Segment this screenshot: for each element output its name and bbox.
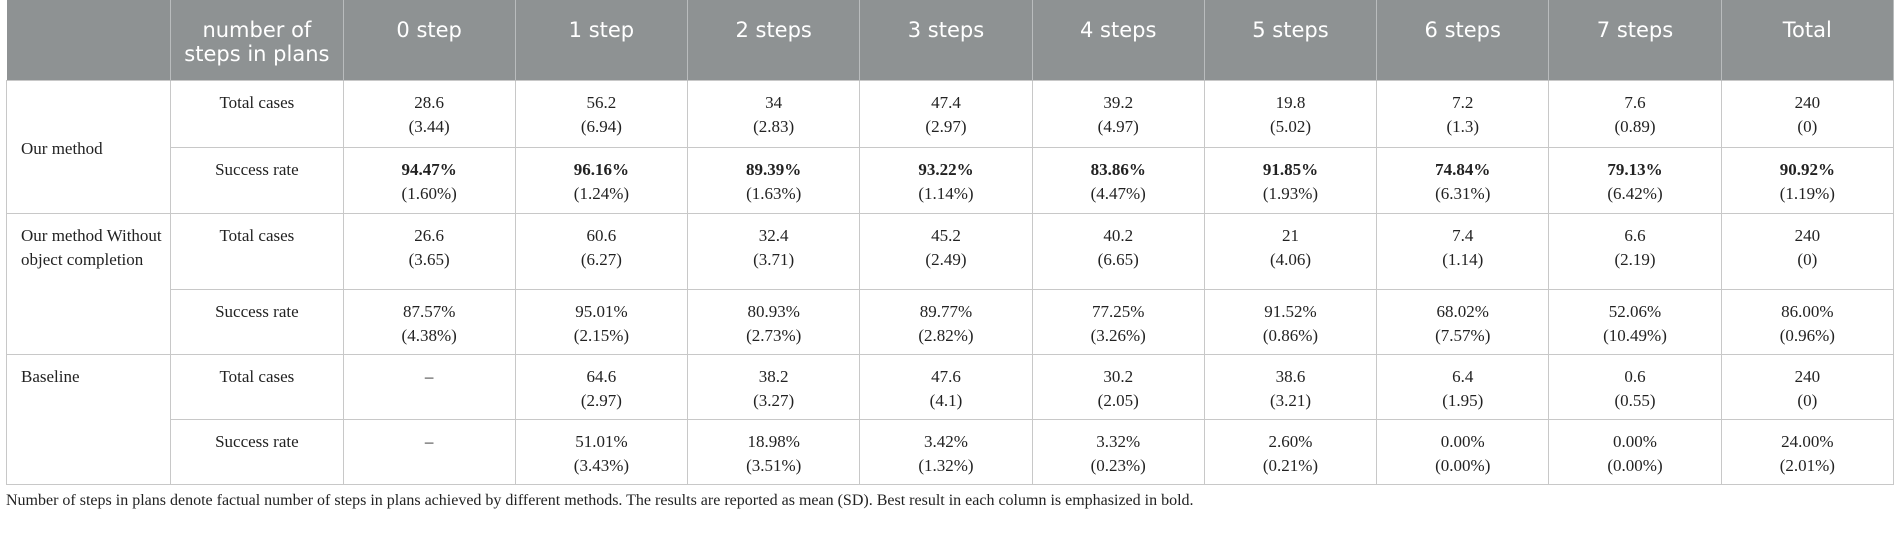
- metric-label: Success rate: [170, 418, 344, 485]
- cell: 28.6 (3.44): [342, 79, 516, 148]
- cell: 38.2 (3.27): [687, 353, 861, 420]
- table-header-row: number of steps in plans 0 step 1 step 2…: [6, 0, 1895, 80]
- cell: 0.6 (0.55): [1548, 353, 1722, 420]
- cell: 83.86% (4.47%): [1031, 146, 1205, 214]
- cell: 6.4 (1.95): [1376, 353, 1550, 420]
- cell: 26.6 (3.65): [342, 212, 516, 290]
- method-label: Baseline: [5, 353, 172, 485]
- table-row: Our method Total cases 28.6 (3.44) 56.2 (6…: [5, 79, 1895, 214]
- cell: –: [342, 418, 516, 485]
- cell: 93.22% (1.14%): [859, 146, 1033, 214]
- cell: 74.84% (6.31%): [1376, 146, 1550, 214]
- table-row: Success rate 94.47% (1.60%) 96.16% (1.24%)…: [7, 146, 1895, 214]
- cell: 7.4 (1.14): [1376, 212, 1550, 290]
- cell: 3.42% (1.32%): [859, 418, 1033, 485]
- cell: 38.6 (3.21): [1203, 353, 1378, 420]
- cell: 77.25% (3.26%): [1031, 288, 1205, 355]
- cell: 89.77% (2.82%): [859, 288, 1033, 355]
- cell: 87.57% (4.38%): [342, 288, 516, 355]
- header-steps-label: number of steps in plans: [170, 0, 344, 80]
- results-table-container: number of steps in plans 0 step 1 step 2…: [5, 0, 1895, 510]
- cell: 80.93% (2.73%): [687, 288, 861, 355]
- header-step-7: 7 steps: [1548, 0, 1722, 80]
- cell: 34 (2.83): [687, 79, 861, 148]
- cell: 3.32% (0.23%): [1031, 418, 1205, 485]
- cell: 89.39% (1.63%): [687, 146, 861, 214]
- header-step-4: 4 steps: [1031, 0, 1205, 80]
- cell: 30.2 (2.05): [1031, 353, 1205, 420]
- cell: 240 (0): [1720, 79, 1895, 148]
- cell: 86.00% (0.96%): [1720, 288, 1895, 355]
- table-footnote: Number of steps in plans denote factual …: [6, 491, 1194, 509]
- cell: 45.2 (2.49): [859, 212, 1033, 290]
- header-step-1: 1 step: [514, 0, 689, 80]
- cell: 240 (0): [1720, 353, 1895, 420]
- cell: 94.47% (1.60%): [342, 146, 516, 214]
- metric-label: Total cases: [170, 212, 344, 290]
- cell: 7.2 (1.3): [1376, 79, 1550, 148]
- results-table: number of steps in plans 0 step 1 step 2…: [5, 0, 1895, 485]
- header-step-5: 5 steps: [1203, 0, 1378, 80]
- cell: 32.4 (3.71): [687, 212, 861, 290]
- table-row: Our method Without object completion Tot…: [5, 212, 1895, 355]
- cell: 60.6 (6.27): [514, 212, 689, 290]
- cell: 64.6 (2.97): [514, 353, 689, 420]
- cell: 52.06% (10.49%): [1548, 288, 1722, 355]
- cell: 6.6 (2.19): [1548, 212, 1722, 290]
- cell: 68.02% (7.57%): [1376, 288, 1550, 355]
- cell: 96.16% (1.24%): [514, 146, 689, 214]
- table-row: Success rate 87.57% (4.38%) 95.01% (2.15%)…: [7, 288, 1895, 355]
- cell: 18.98% (3.51%): [687, 418, 861, 485]
- header-corner-cell: [6, 0, 172, 80]
- cell: 91.85% (1.93%): [1203, 146, 1378, 214]
- cell: 2.60% (0.21%): [1203, 418, 1378, 485]
- method-label: Our method Without object completion: [5, 212, 172, 355]
- cell: 47.6 (4.1): [859, 353, 1033, 420]
- cell: 7.6 (0.89): [1548, 79, 1722, 148]
- metric-label: Success rate: [170, 288, 344, 355]
- cell: 56.2 (6.94): [514, 79, 689, 148]
- cell: 19.8 (5.02): [1203, 79, 1378, 148]
- header-step-0: 0 step: [342, 0, 516, 80]
- cell: 24.00% (2.01%): [1720, 418, 1895, 485]
- cell: 21 (4.06): [1203, 212, 1378, 290]
- header-step-3: 3 steps: [859, 0, 1033, 80]
- header-step-2: 2 steps: [687, 0, 861, 80]
- metric-label: Success rate: [170, 146, 344, 214]
- cell: 95.01% (2.15%): [514, 288, 689, 355]
- method-label: Our method: [5, 79, 172, 214]
- table-row: Baseline Total cases – 64.6 (2.97) 38.2 (3…: [5, 353, 1895, 485]
- cell: 91.52% (0.86%): [1203, 288, 1378, 355]
- cell: 47.4 (2.97): [859, 79, 1033, 148]
- metric-label: Total cases: [170, 79, 344, 148]
- cell: 0.00% (0.00%): [1376, 418, 1550, 485]
- cell: 79.13% (6.42%): [1548, 146, 1722, 214]
- cell: 51.01% (3.43%): [514, 418, 689, 485]
- cell: 40.2 (6.65): [1031, 212, 1205, 290]
- metric-label: Total cases: [170, 353, 344, 420]
- header-step-6: 6 steps: [1376, 0, 1550, 80]
- cell: 39.2 (4.97): [1031, 79, 1205, 148]
- cell: 0.00% (0.00%): [1548, 418, 1722, 485]
- cell: 90.92% (1.19%): [1720, 146, 1895, 214]
- header-total: Total: [1720, 0, 1895, 80]
- table-row: Success rate – 51.01% (3.43%) 18.98% (3.51…: [7, 418, 1895, 485]
- cell: –: [342, 353, 516, 420]
- cell: 240 (0): [1720, 212, 1895, 290]
